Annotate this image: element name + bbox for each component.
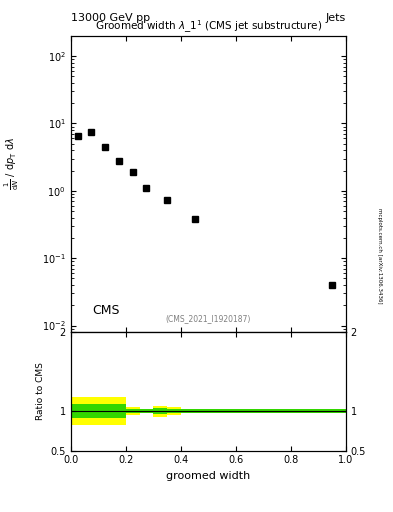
Text: Jets: Jets <box>325 13 346 23</box>
Text: $\frac{1}{\mathrm{d}N}$ / $\mathrm{d}p_\mathrm{T}$ $\mathrm{d}\lambda$: $\frac{1}{\mathrm{d}N}$ / $\mathrm{d}p_\… <box>3 137 21 190</box>
Text: mcplots.cern.ch [arXiv:1306.3436]: mcplots.cern.ch [arXiv:1306.3436] <box>377 208 382 304</box>
Text: CMS: CMS <box>93 304 120 317</box>
Text: 13000 GeV pp: 13000 GeV pp <box>71 13 150 23</box>
Title: Groomed width $\lambda\_1^1$ (CMS jet substructure): Groomed width $\lambda\_1^1$ (CMS jet su… <box>95 18 322 35</box>
Text: (CMS_2021_I1920187): (CMS_2021_I1920187) <box>165 314 251 323</box>
X-axis label: groomed width: groomed width <box>166 471 250 481</box>
Y-axis label: Ratio to CMS: Ratio to CMS <box>36 362 45 420</box>
